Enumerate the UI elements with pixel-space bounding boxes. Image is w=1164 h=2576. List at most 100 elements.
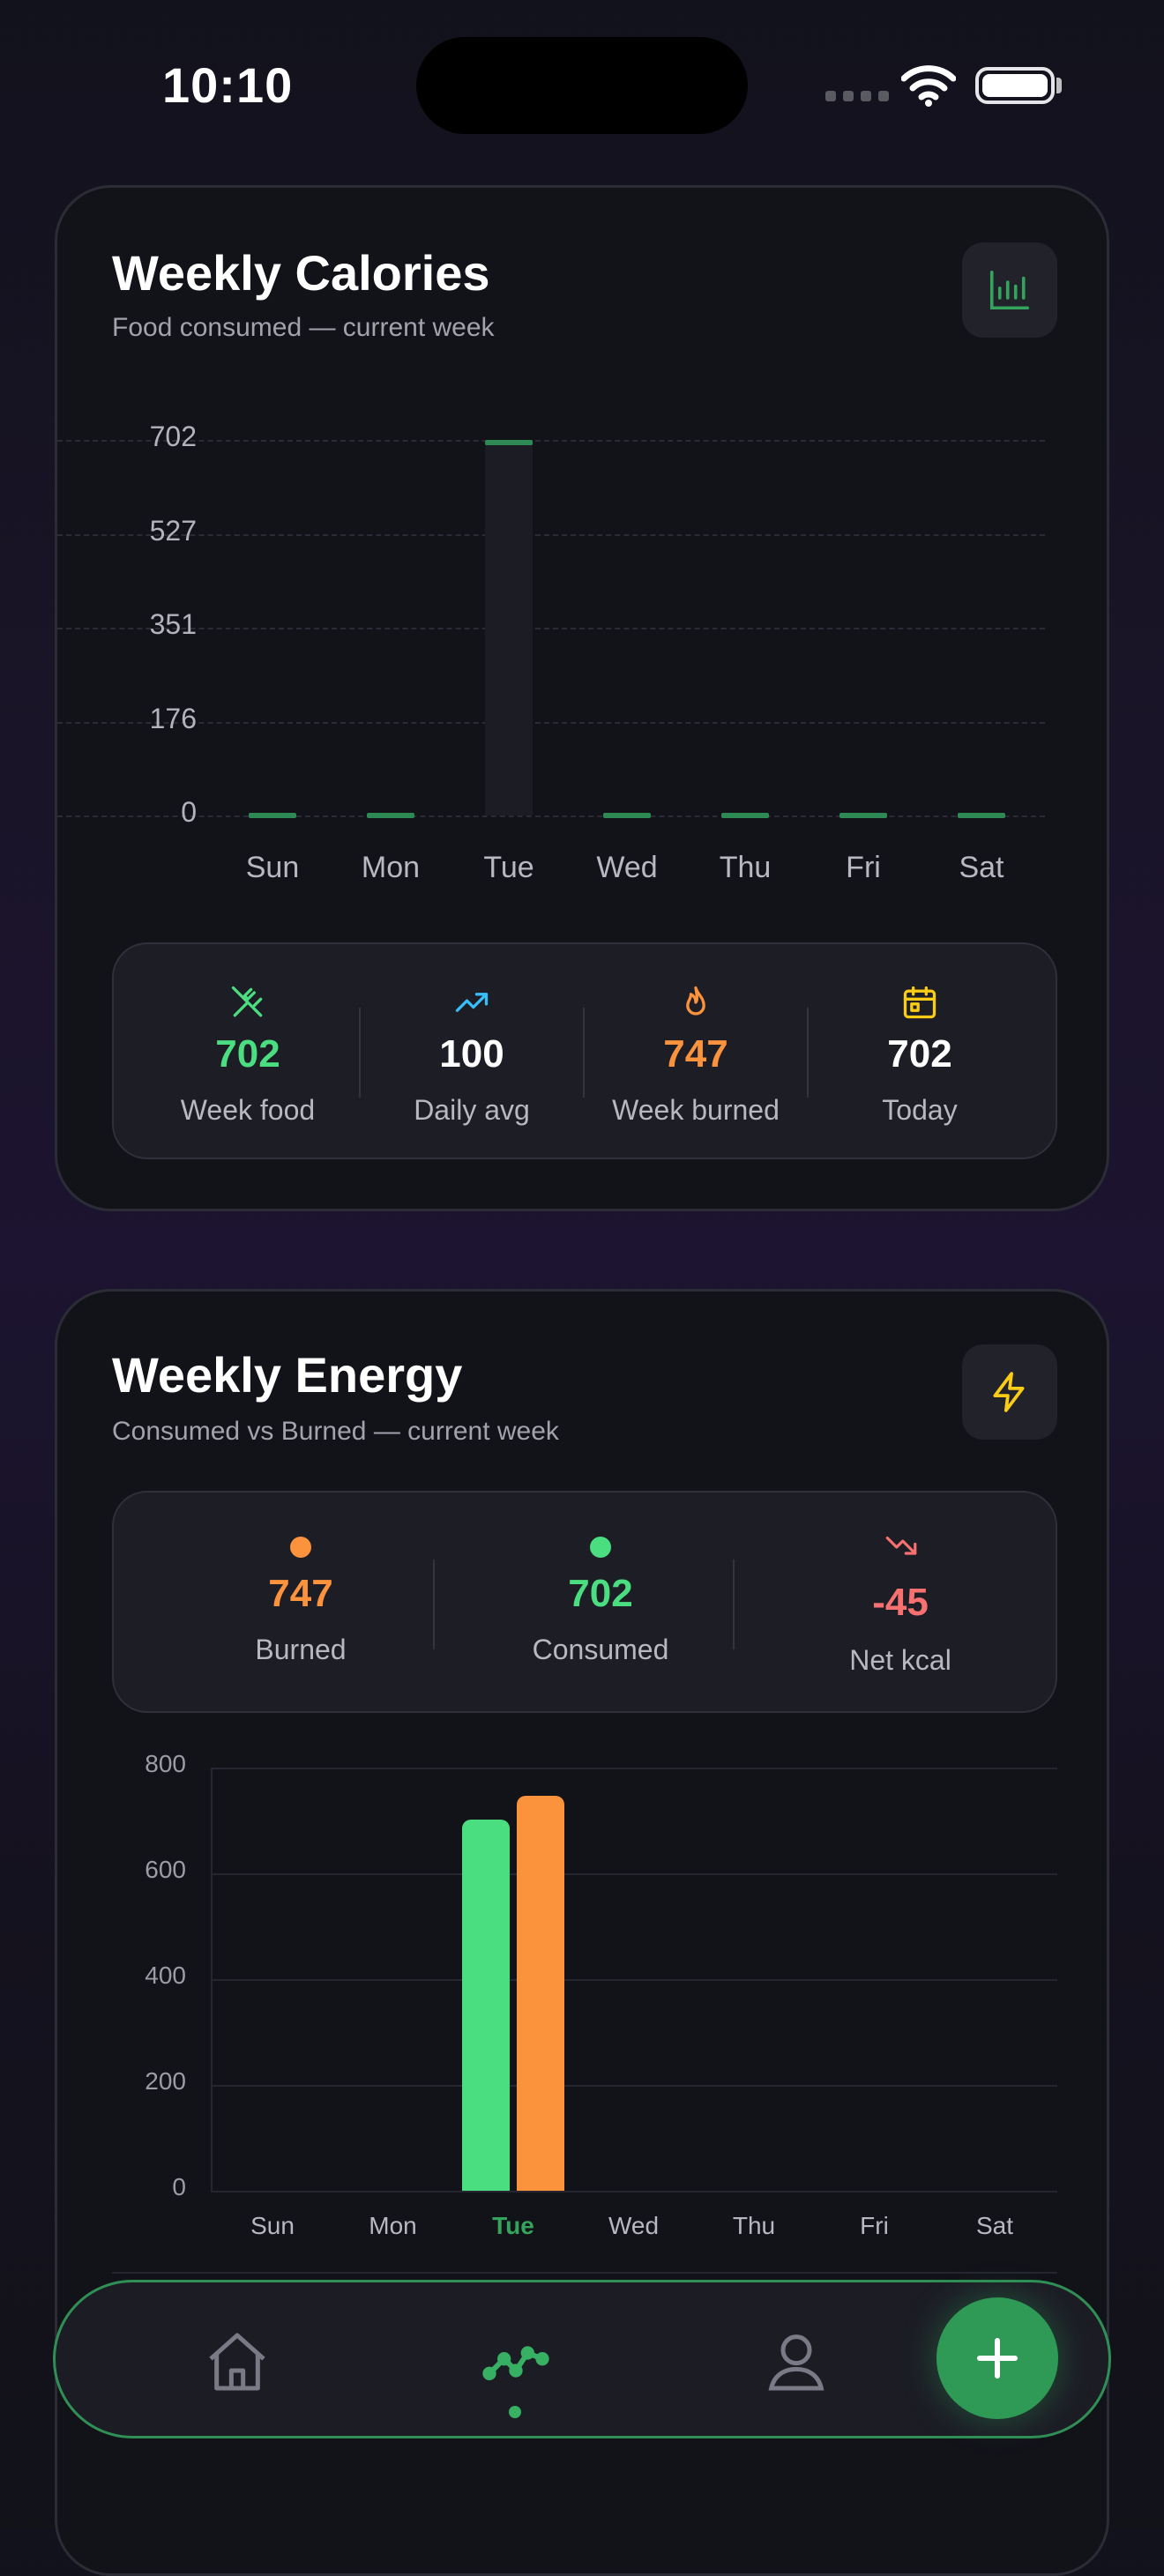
stat-burned-value: 747 (268, 1572, 333, 1615)
bottom-nav (53, 2280, 1111, 2438)
stat-net-label: Net kcal (849, 1644, 951, 1676)
flame-icon (686, 986, 705, 1016)
plus-icon (977, 2338, 1018, 2379)
battery-icon (975, 67, 1055, 104)
stat-week-burned-value: 747 (663, 1032, 728, 1076)
y-tick-label: 702 (149, 421, 197, 452)
calories-stats-panel: 702 Week food 100 Daily avg 747 Week bur… (112, 942, 1057, 1159)
weekly-energy-title: Weekly Energy (112, 1347, 463, 1403)
x-tick-label: Sat (975, 2212, 1014, 2239)
weekly-calories-subtitle: Food consumed — current week (112, 313, 495, 342)
stat-consumed-label: Consumed (532, 1634, 669, 1665)
energy-info-button[interactable] (962, 1344, 1057, 1440)
cellular-signal-icon (825, 91, 889, 101)
y-tick-label: 800 (145, 1750, 186, 1777)
nav-profile-button[interactable] (752, 2318, 840, 2406)
add-button[interactable] (936, 2297, 1058, 2419)
x-tick-label: Fri (846, 851, 881, 884)
weekly-energy-subtitle: Consumed vs Burned — current week (112, 1417, 559, 1446)
x-tick-label: Sun (245, 851, 300, 884)
y-axis-line (211, 1768, 213, 2191)
stat-divider (733, 1560, 735, 1649)
stat-daily-avg-label: Daily avg (414, 1094, 530, 1126)
y-tick-label: 200 (145, 2067, 186, 2095)
calorie-bar-cap (485, 440, 533, 445)
x-tick-label: Wed (596, 851, 658, 884)
energy-chart: 800 600 400 200 0 Sun Mon Tue Wed Thu Fri Sat (57, 1292, 1107, 2526)
stat-today-value: 702 (887, 1032, 952, 1076)
grid-line (57, 628, 1045, 629)
burned-bar (517, 1795, 564, 2191)
y-tick-label: 351 (149, 608, 197, 640)
nav-trends-button[interactable] (472, 2318, 560, 2406)
calorie-bar-cap (958, 813, 1005, 818)
x-tick-label: Tue (492, 2212, 534, 2239)
y-tick-label: 0 (181, 796, 197, 828)
x-tick-label: Thu (719, 851, 772, 884)
green-dot (590, 1537, 611, 1558)
battery-nub (1056, 78, 1062, 93)
grid-line (57, 721, 1045, 724)
weekly-calories-title: Weekly Calories (112, 245, 490, 301)
energy-stats-panel: 747 Burned 702 Consumed -45 Net kcal (112, 1491, 1057, 1713)
x-tick-label: Wed (608, 2212, 660, 2239)
y-tick-label: 600 (145, 1856, 186, 1883)
y-tick-label: 400 (145, 1962, 186, 1989)
grid-line (211, 1979, 1057, 1981)
calorie-bar-cap (249, 813, 296, 818)
grid-line (211, 2191, 1057, 2193)
x-tick-label: Mon (369, 2212, 417, 2239)
trend-line-icon (482, 2346, 549, 2381)
grid-line (57, 440, 1045, 442)
status-time: 10:10 (162, 57, 294, 113)
grid-line (57, 815, 1045, 817)
consumed-bar (462, 1819, 510, 2191)
stat-divider (807, 1008, 809, 1098)
trending-down-icon (885, 1536, 917, 1555)
stat-divider (433, 1560, 435, 1649)
stat-burned-label: Burned (255, 1634, 347, 1665)
wifi-icon (901, 65, 956, 107)
chart-toggle-button[interactable] (962, 242, 1057, 338)
x-tick-label: Tue (483, 851, 534, 884)
stat-daily-avg-value: 100 (439, 1032, 504, 1076)
stat-week-food-value: 702 (215, 1032, 280, 1076)
stat-today-label: Today (882, 1094, 958, 1126)
y-tick-label: 176 (149, 702, 197, 734)
calories-chart: 702 527 351 176 0 Sun Mon Tue Wed Thu Fri Sat (57, 188, 1107, 893)
x-tick-label: Thu (732, 2212, 776, 2239)
calorie-bar-cap (367, 813, 414, 818)
x-tick-label: Sat (959, 851, 1004, 884)
dynamic-island (416, 37, 748, 134)
utensils-icon (231, 986, 263, 1017)
weekly-calories-card: Weekly Calories Food consumed — current … (55, 185, 1109, 1211)
lightning-icon (993, 1372, 1025, 1412)
stat-net-value: -45 (872, 1581, 929, 1624)
bar-chart-icon (989, 270, 1030, 310)
stat-week-food-label: Week food (180, 1094, 316, 1126)
stat-consumed-value: 702 (568, 1572, 633, 1615)
user-icon (768, 2334, 824, 2391)
calorie-bar-cap (839, 813, 887, 818)
chart-bottom-divider (112, 2272, 1057, 2274)
grid-line (211, 1873, 1057, 1875)
y-tick-label: 527 (149, 514, 197, 547)
grid-line (211, 1768, 1057, 1769)
trending-up-icon (455, 993, 489, 1012)
stat-divider (359, 1008, 361, 1098)
calorie-bar (485, 440, 533, 815)
calendar-icon (903, 986, 936, 1019)
home-icon (209, 2333, 265, 2391)
stat-divider (583, 1008, 585, 1098)
calorie-bar-cap (721, 813, 769, 818)
calorie-bar-cap (603, 813, 651, 818)
nav-home-button[interactable] (193, 2318, 281, 2406)
x-tick-label: Fri (860, 2212, 889, 2239)
grid-line (211, 2085, 1057, 2087)
x-tick-label: Mon (361, 851, 421, 884)
y-tick-label: 0 (172, 2173, 186, 2200)
grid-line (57, 533, 1045, 536)
stat-week-burned-label: Week burned (612, 1094, 780, 1126)
nav-active-indicator (509, 2406, 521, 2418)
orange-dot (290, 1537, 311, 1558)
